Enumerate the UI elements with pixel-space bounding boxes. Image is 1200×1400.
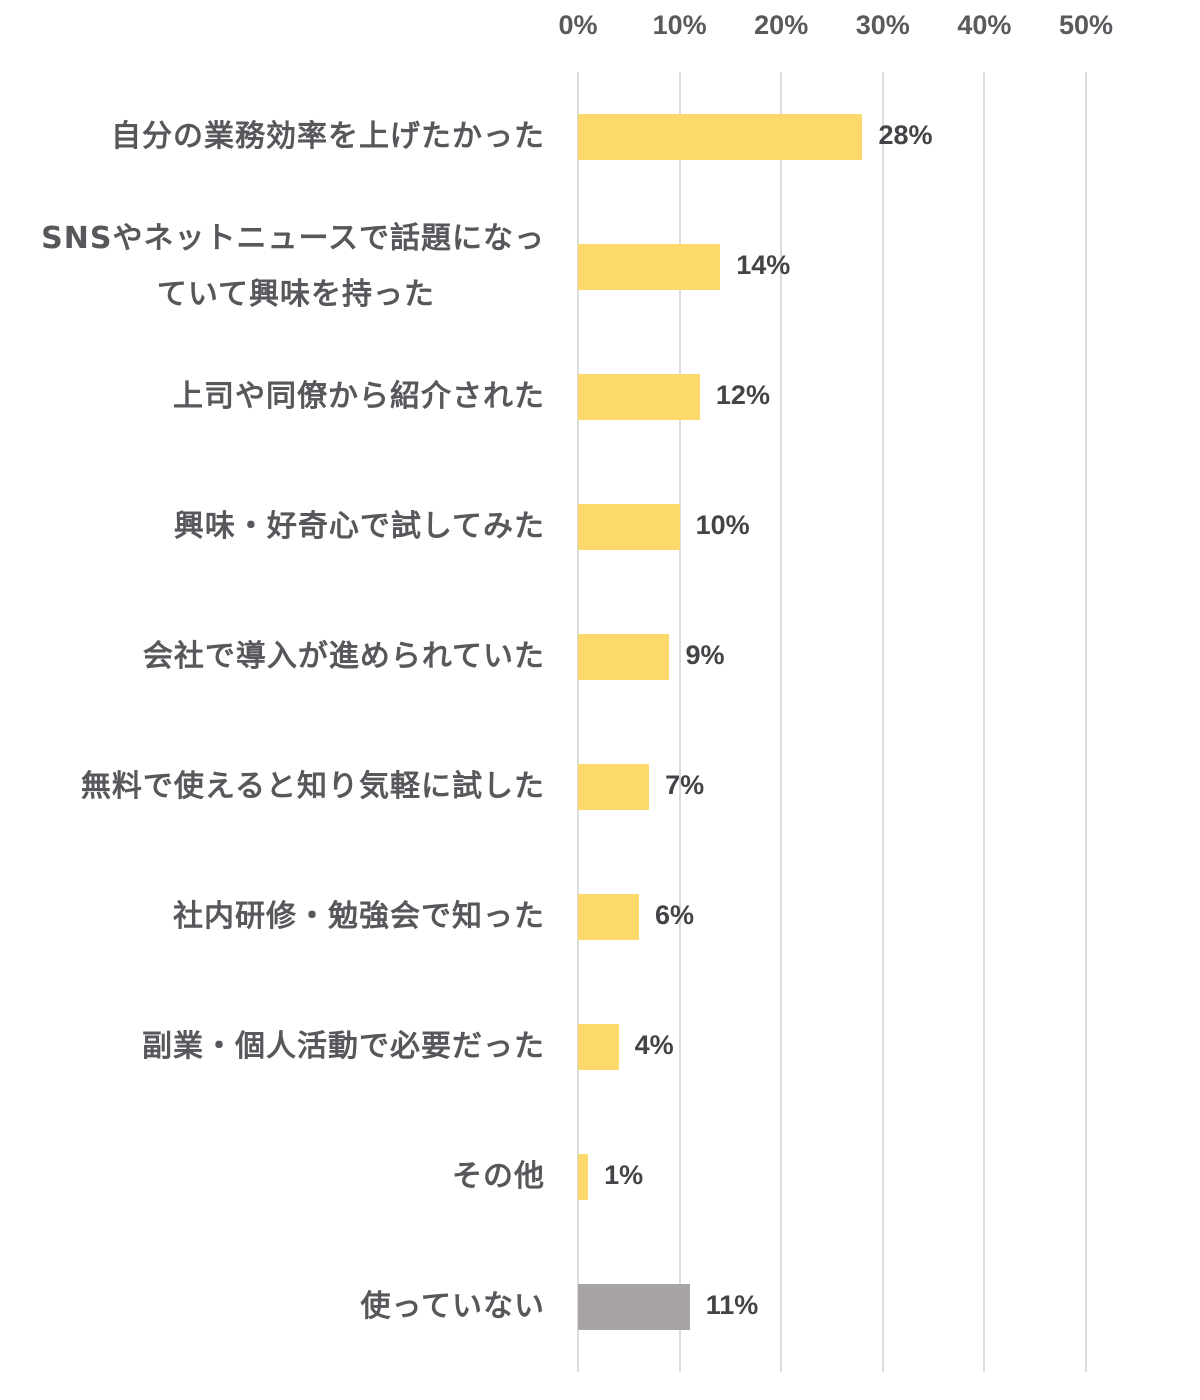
bar [578, 244, 721, 290]
category-label: 使っていない [5, 1279, 545, 1335]
value-label: 1% [604, 1160, 644, 1190]
category-label-line1: 副業・個人活動で必要だった [142, 1029, 545, 1064]
category-label: 上司や同僚から紹介された [5, 369, 545, 425]
gridline [577, 72, 579, 1372]
gridline [780, 72, 783, 1372]
value-label: 6% [654, 900, 694, 930]
x-tick-label: 30% [855, 10, 910, 40]
bar-row: 興味・好奇心で試してみた 10% [0, 462, 1200, 592]
bar [578, 504, 680, 550]
bar [578, 374, 700, 420]
value-label: 28% [878, 120, 933, 150]
category-label: その他 [5, 1149, 545, 1205]
bar [578, 764, 650, 810]
x-tick-label: 10% [652, 10, 707, 40]
gridline [1085, 72, 1087, 1372]
value-label: 4% [634, 1030, 674, 1060]
bar-row: 社内研修・勉強会で知った 6% [0, 852, 1200, 982]
category-label-line1: 無料で使えると知り気軽に試した [80, 769, 545, 804]
bar [578, 894, 639, 940]
category-label-line1: 会社で導入が進められていた [142, 639, 545, 674]
bar-row: 使っていない 11% [0, 1242, 1200, 1372]
category-label-line1: SNSやネットニュースで話題になっ [41, 221, 545, 256]
bar [578, 1024, 619, 1070]
category-label: 社内研修・勉強会で知った [5, 889, 545, 945]
x-tick-label: 40% [957, 10, 1012, 40]
x-tick-label: 20% [754, 10, 809, 40]
bar-row: 副業・個人活動で必要だった 4% [0, 982, 1200, 1112]
category-label-line1: 興味・好奇心で試してみた [173, 509, 545, 544]
bar-row: 会社で導入が進められていた 9% [0, 592, 1200, 722]
bar-row: その他 1% [0, 1112, 1200, 1242]
bar [578, 1284, 690, 1330]
category-label-line2: ていて興味を持った [156, 277, 435, 312]
category-label: 無料で使えると知り気軽に試した [5, 759, 545, 815]
bar-row: 自分の業務効率を上げたかった 28% [0, 72, 1200, 202]
gridline [881, 72, 884, 1372]
x-tick-label: 0% [558, 10, 598, 40]
bar-row: 上司や同僚から紹介された 12% [0, 332, 1200, 462]
category-label-line1: その他 [452, 1159, 545, 1194]
value-label: 12% [715, 380, 770, 410]
category-label: 自分の業務効率を上げたかった [5, 109, 545, 165]
value-label: 7% [665, 770, 705, 800]
category-label: 会社で導入が進められていた [5, 629, 545, 685]
gridline [983, 72, 986, 1372]
category-label: SNSやネットニュースで話題になっ ていて興味を持った [5, 211, 545, 323]
bar [578, 634, 670, 680]
value-label: 9% [685, 640, 725, 670]
category-label-line1: 上司や同僚から紹介された [173, 379, 545, 414]
x-tick-label: 50% [1058, 10, 1114, 40]
value-label: 14% [736, 250, 791, 280]
category-label: 興味・好奇心で試してみた [5, 499, 545, 555]
bar [578, 1154, 589, 1200]
value-label: 11% [705, 1290, 759, 1320]
bar [578, 114, 863, 160]
gridline [678, 72, 681, 1372]
category-label-line1: 自分の業務効率を上げたかった [111, 119, 545, 154]
category-label: 副業・個人活動で必要だった [5, 1019, 545, 1075]
bar-row: 無料で使えると知り気軽に試した 7% [0, 722, 1200, 852]
bar-row: SNSやネットニュースで話題になっ ていて興味を持った 14% [0, 202, 1200, 332]
value-label: 10% [695, 510, 750, 540]
category-label-line1: 使っていない [360, 1289, 545, 1324]
category-label-line1: 社内研修・勉強会で知った [173, 899, 545, 934]
